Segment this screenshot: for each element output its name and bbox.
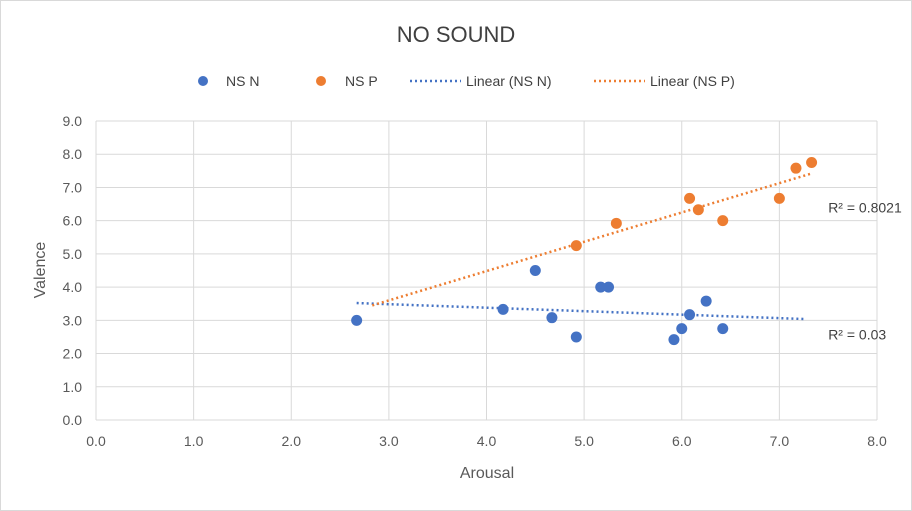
y-axis-title: Valence bbox=[32, 242, 49, 299]
legend-label-linear-ns-p: Linear (NS P) bbox=[650, 73, 735, 89]
data-point bbox=[700, 295, 712, 307]
data-points bbox=[351, 157, 818, 346]
x-tick-label: 3.0 bbox=[379, 433, 399, 449]
x-tick-label: 5.0 bbox=[574, 433, 594, 449]
data-point bbox=[570, 240, 582, 252]
r-squared-label: R² = 0.8021 bbox=[828, 199, 902, 215]
legend-label-ns-n: NS N bbox=[226, 73, 259, 89]
legend-label-ns-p: NS P bbox=[345, 73, 378, 89]
x-tick-label: 8.0 bbox=[867, 433, 887, 449]
data-point bbox=[546, 312, 558, 324]
legend: NS N NS P Linear (NS N) Linear (NS P) bbox=[198, 73, 735, 89]
gridlines bbox=[95, 120, 878, 421]
data-point bbox=[717, 215, 729, 227]
trendlines bbox=[356, 172, 812, 321]
data-point bbox=[497, 303, 509, 315]
data-point bbox=[668, 334, 680, 346]
data-point bbox=[806, 157, 818, 169]
x-tick-label: 0.0 bbox=[86, 433, 106, 449]
legend-marker-ns-p bbox=[316, 76, 326, 86]
data-point bbox=[529, 265, 541, 276]
trendline bbox=[371, 172, 812, 307]
y-tick-label: 2.0 bbox=[63, 346, 83, 362]
data-point bbox=[684, 192, 696, 204]
data-point bbox=[684, 309, 696, 321]
x-tick-label: 4.0 bbox=[477, 433, 497, 449]
y-tick-label: 5.0 bbox=[63, 246, 83, 262]
x-tick-label: 1.0 bbox=[184, 433, 204, 449]
y-tick-label: 3.0 bbox=[63, 312, 83, 328]
x-axis-title: Arousal bbox=[460, 465, 514, 482]
data-point bbox=[603, 281, 615, 293]
legend-label-linear-ns-n: Linear (NS N) bbox=[466, 73, 552, 89]
r-squared-label: R² = 0.03 bbox=[828, 327, 886, 343]
y-tick-label: 1.0 bbox=[63, 379, 83, 395]
data-point bbox=[351, 314, 363, 326]
y-tick-label: 6.0 bbox=[63, 213, 83, 229]
x-tick-label: 7.0 bbox=[770, 433, 790, 449]
data-point bbox=[790, 162, 802, 174]
legend-marker-ns-n bbox=[198, 76, 208, 86]
data-point bbox=[676, 323, 688, 335]
x-tick-label: 2.0 bbox=[282, 433, 302, 449]
data-point bbox=[595, 281, 607, 293]
data-point bbox=[692, 204, 704, 216]
y-tick-label: 7.0 bbox=[63, 179, 83, 195]
data-point bbox=[717, 323, 729, 335]
x-tick-label: 6.0 bbox=[672, 433, 692, 449]
y-tick-label: 4.0 bbox=[63, 279, 83, 295]
y-tick-label: 8.0 bbox=[63, 146, 83, 162]
chart-title: NO SOUND bbox=[397, 22, 516, 47]
data-point bbox=[570, 331, 582, 343]
y-tick-label: 9.0 bbox=[63, 113, 83, 129]
r-squared-labels: R² = 0.03 R² = 0.8021 bbox=[828, 199, 902, 342]
data-point bbox=[773, 192, 785, 204]
y-tick-label: 0.0 bbox=[63, 412, 83, 428]
x-axis-ticks: 0.0 1.0 2.0 3.0 4.0 5.0 6.0 7.0 8.0 bbox=[86, 433, 887, 449]
data-point bbox=[610, 217, 622, 229]
y-axis-ticks: 0.0 1.0 2.0 3.0 4.0 5.0 6.0 7.0 8.0 9.0 bbox=[63, 113, 83, 428]
